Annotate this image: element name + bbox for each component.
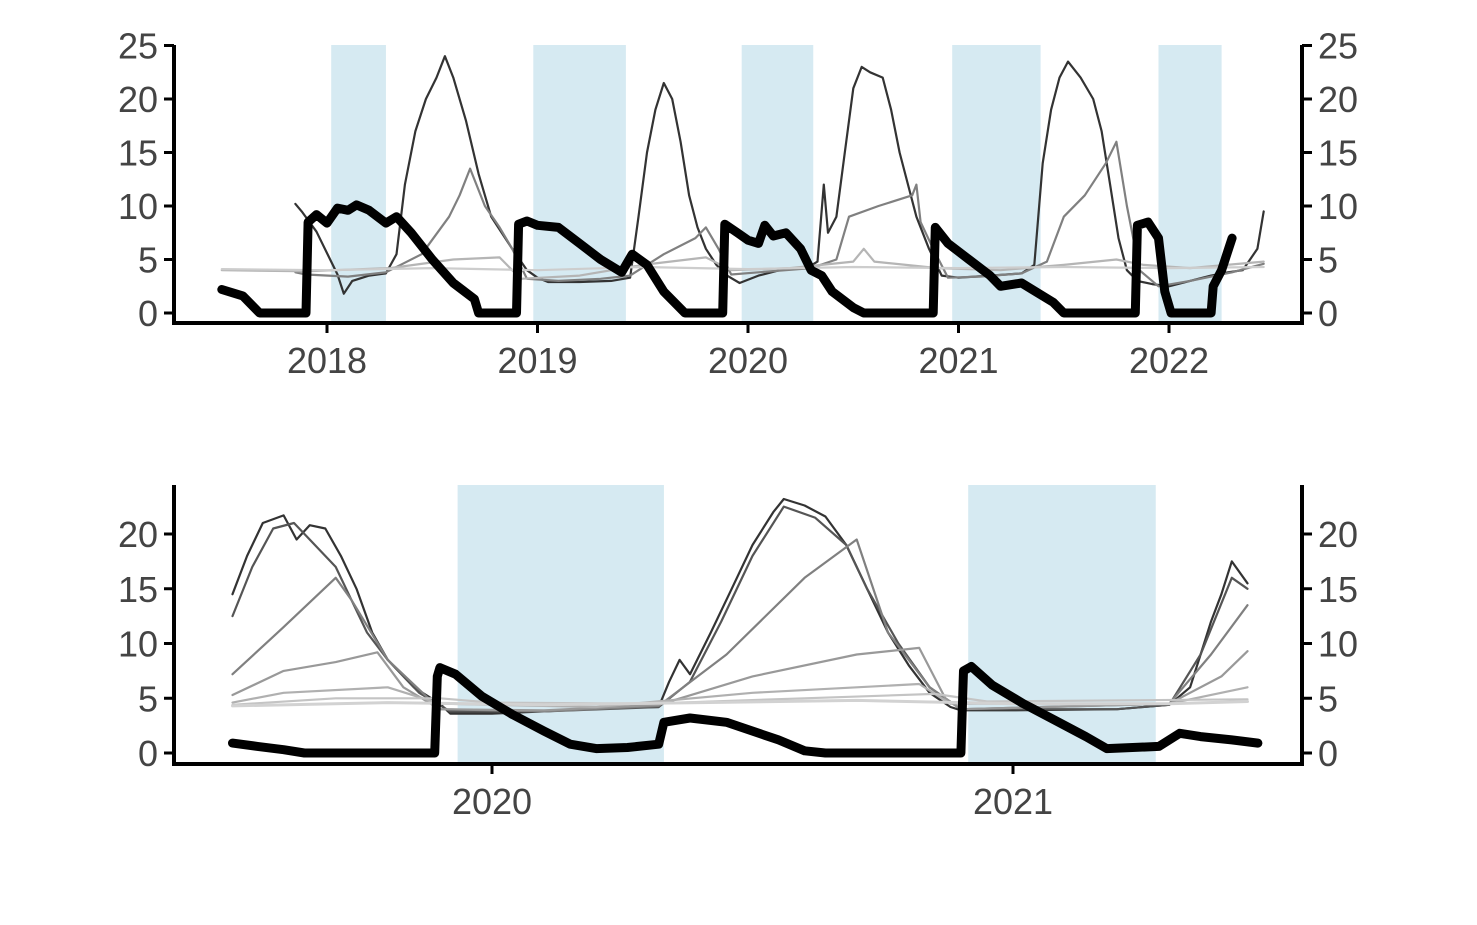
top-x-tick-label: 2019 [497,340,577,381]
top-right-y-tick-label: 20 [1318,79,1358,120]
bottom-left-y-tick-label: 15 [118,569,158,610]
top-shaded-period-3 [741,45,814,323]
bottom-right-y-tick-label: 20 [1318,514,1358,555]
bottom-right-y-tick-label: 5 [1318,678,1338,719]
top-series-line-4 [220,265,1265,272]
bottom-left-y-tick-label: 5 [138,678,158,719]
bottom-x-tick-label: 2021 [973,781,1053,822]
top-left-y-tick-label: 25 [118,26,158,67]
top-right-y-tick-label: 5 [1318,240,1338,281]
top-x-tick-label: 2021 [918,340,998,381]
top-left-y-tick-label: 15 [118,133,158,174]
bottom-right-y-tick-label: 10 [1318,624,1358,665]
top-right-y-tick-label: 0 [1318,293,1338,334]
bottom-right-y-tick-label: 0 [1318,733,1338,774]
bottom-series-line-7 [231,698,1249,708]
bottom-shaded-period-2 [968,485,1156,764]
top-left-y-tick-label: 20 [118,79,158,120]
top-right-y-tick-label: 15 [1318,133,1358,174]
bottom-left-y-tick-label: 0 [138,733,158,774]
top-series-line-5 [217,200,1237,318]
top-left-y-tick-label: 10 [118,186,158,227]
top-x-tick-label: 2018 [287,340,367,381]
bottom-x-tick-label: 2020 [452,781,532,822]
top-x-tick-label: 2022 [1129,340,1209,381]
bottom-series-line-8 [228,662,1263,758]
top-left-y-tick-label: 5 [138,240,158,281]
bottom-series-line-4 [231,646,1249,712]
bottom-shaded-period-1 [457,485,664,764]
top-right-y-tick-label: 10 [1318,186,1358,227]
bottom-right-y-tick-label: 15 [1318,569,1358,610]
bottom-left-y-tick-label: 20 [118,514,158,555]
top-x-tick-label: 2020 [708,340,788,381]
bottom-left-y-tick-label: 10 [118,624,158,665]
top-left-y-tick-label: 0 [138,293,158,334]
top-right-y-tick-label: 25 [1318,26,1358,67]
